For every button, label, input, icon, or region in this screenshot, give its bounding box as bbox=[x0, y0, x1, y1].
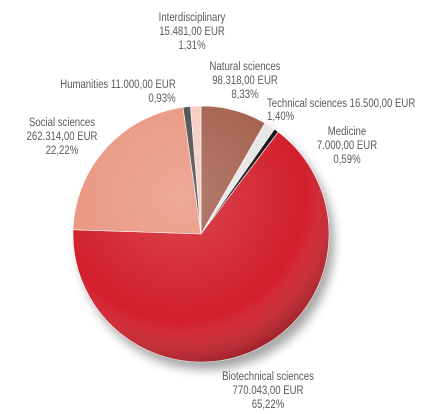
category-label: Interdisciplinary bbox=[159, 11, 226, 24]
slice-label: 1,31% bbox=[178, 39, 206, 52]
amount-label: 262.314,00 EUR bbox=[27, 130, 98, 143]
pie bbox=[72, 105, 330, 363]
category-label: Technical sciences bbox=[267, 97, 347, 110]
percent-label: 0,93% bbox=[148, 92, 176, 105]
slice-label: 262.314,00 EUR bbox=[27, 130, 98, 143]
slice-label: Social sciences bbox=[29, 116, 96, 129]
category-label: Humanities bbox=[60, 78, 108, 91]
slice-label: Humanities 11.000,00 EUR bbox=[60, 78, 176, 91]
slice-label: Medicine bbox=[328, 125, 366, 138]
amount-label: 7.000,00 EUR bbox=[317, 139, 377, 152]
slice-label: 1,40% bbox=[267, 110, 295, 123]
percent-label: 1,31% bbox=[178, 39, 206, 52]
category-label: Social sciences bbox=[29, 116, 96, 129]
slice-label: Interdisciplinary bbox=[159, 11, 226, 24]
amount-label: 11.000,00 EUR bbox=[111, 78, 176, 91]
amount-label: 15.481,00 EUR bbox=[159, 25, 225, 38]
percent-label: 8,33% bbox=[231, 88, 259, 101]
slice-label: 7.000,00 EUR bbox=[317, 139, 377, 152]
percent-label: 1,40% bbox=[267, 110, 295, 123]
slice-label: 0,59% bbox=[333, 153, 361, 166]
percent-label: 22,22% bbox=[46, 144, 79, 157]
slice-label: 22,22% bbox=[46, 144, 79, 157]
amount-label: 770.043,00 EUR bbox=[233, 384, 304, 397]
percent-label: 65,22% bbox=[252, 398, 285, 411]
category-label: Natural sciences bbox=[210, 60, 281, 73]
percent-label: 0,59% bbox=[333, 153, 361, 166]
amount-label: 98.318,00 EUR bbox=[212, 74, 278, 87]
slice-label: 15.481,00 EUR bbox=[159, 25, 225, 38]
slice-label: 0,93% bbox=[148, 92, 176, 105]
slice-label: Biotechnical sciences bbox=[222, 370, 314, 383]
category-label: Biotechnical sciences bbox=[222, 370, 314, 383]
slice-label: Technical sciences 16.500,00 EUR bbox=[267, 97, 415, 110]
amount-label: 16.500,00 EUR bbox=[350, 97, 416, 110]
slice-label: Natural sciences bbox=[210, 60, 281, 73]
category-label: Medicine bbox=[328, 125, 366, 138]
slice-label: 8,33% bbox=[231, 88, 259, 101]
slice-label: 65,22% bbox=[252, 398, 285, 411]
slice-label: 770.043,00 EUR bbox=[233, 384, 304, 397]
slice-label: 98.318,00 EUR bbox=[212, 74, 278, 87]
